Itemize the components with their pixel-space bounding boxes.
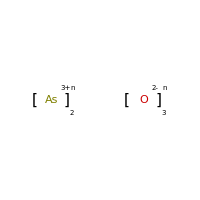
- Text: As: As: [45, 95, 59, 105]
- Text: n: n: [162, 85, 166, 91]
- Text: n: n: [70, 85, 74, 91]
- Text: 2-: 2-: [152, 85, 159, 91]
- Text: ]: ]: [156, 92, 162, 108]
- Text: [: [: [32, 92, 38, 108]
- Text: 3+: 3+: [60, 85, 70, 91]
- Text: O: O: [140, 95, 148, 105]
- Text: 2: 2: [70, 110, 74, 116]
- Text: [: [: [124, 92, 130, 108]
- Text: ]: ]: [64, 92, 70, 108]
- Text: 3: 3: [162, 110, 166, 116]
